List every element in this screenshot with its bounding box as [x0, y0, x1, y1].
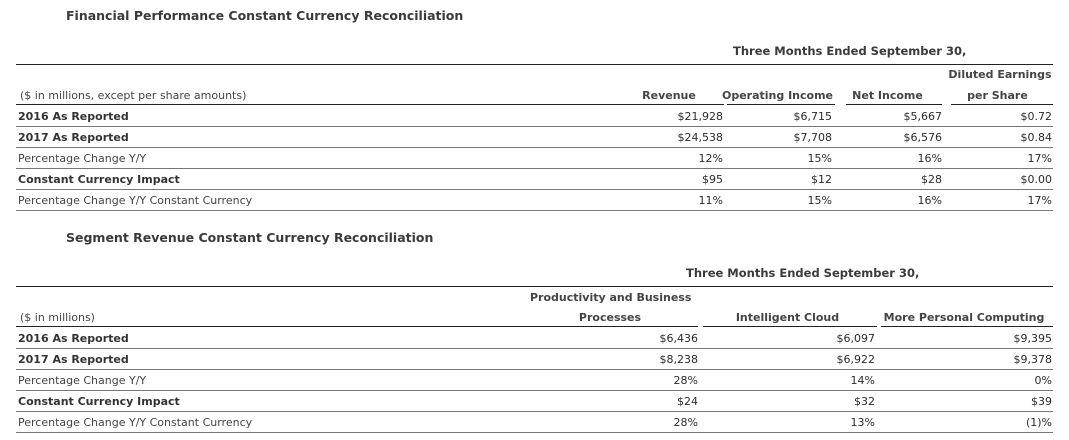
segment-cell: 0% — [1034, 374, 1052, 387]
segment-cell: 13% — [850, 416, 875, 429]
segment-table-title: Segment Revenue Constant Currency Reconc… — [66, 230, 434, 245]
row-divider — [16, 126, 1053, 127]
financial-cell: $0.00 — [1020, 173, 1053, 186]
financial-period-header: Three Months Ended September 30, — [733, 44, 967, 58]
segment-cell: $9,395 — [1013, 332, 1053, 345]
segment-cell: $8,238 — [659, 353, 699, 366]
financial-row-label: Percentage Change Y/Y Constant Currency — [18, 194, 253, 207]
segment-cell: $6,436 — [659, 332, 699, 345]
financial-cell: $5,667 — [903, 110, 943, 123]
segment-cell: $9,378 — [1013, 353, 1053, 366]
financial-row-label: 2017 As Reported — [18, 131, 129, 144]
segment-row-label: Constant Currency Impact — [18, 395, 180, 408]
financial-cell: 16% — [917, 194, 942, 207]
financial-cell: $6,576 — [903, 131, 943, 144]
segment-col-intelligent-cloud: Intelligent Cloud — [735, 311, 840, 324]
row-divider — [16, 348, 1053, 349]
segment-col-pbp-line1: Productivity and Business — [530, 291, 692, 304]
row-divider — [16, 411, 1053, 412]
segment-cell: 28% — [673, 374, 698, 387]
row-divider — [16, 432, 1053, 433]
financial-cell: 17% — [1027, 152, 1052, 165]
financial-cell: 15% — [807, 152, 832, 165]
financial-cell: $21,928 — [677, 110, 724, 123]
financial-header-rule — [16, 64, 1053, 65]
segment-cell: (1)% — [1025, 416, 1052, 429]
segment-row-label: 2016 As Reported — [18, 332, 129, 345]
row-divider — [16, 369, 1053, 370]
row-divider — [16, 189, 1053, 190]
segment-col-rule-3 — [881, 326, 1053, 327]
segment-cell: $39 — [1031, 395, 1052, 408]
financial-cell: $95 — [702, 173, 723, 186]
segment-cell: $24 — [677, 395, 698, 408]
financial-cell: $7,708 — [793, 131, 833, 144]
segment-row-label: Percentage Change Y/Y — [18, 374, 147, 387]
financial-col-rule-2 — [727, 104, 835, 105]
financial-cell: $0.72 — [1020, 110, 1053, 123]
financial-col-eps-line2: per Share — [967, 89, 1028, 102]
financial-col-revenue: Revenue — [642, 89, 696, 102]
segment-col-rule-2 — [703, 326, 877, 327]
financial-cell: $6,715 — [793, 110, 833, 123]
segment-col-rule-1 — [16, 326, 698, 327]
financial-cell: 15% — [807, 194, 832, 207]
financial-cell: $12 — [811, 173, 832, 186]
segment-col-more-personal-computing: More Personal Computing — [883, 311, 1045, 324]
segment-cell: 14% — [850, 374, 875, 387]
segment-row-label: Percentage Change Y/Y Constant Currency — [18, 416, 253, 429]
segment-cell: $6,922 — [836, 353, 876, 366]
financial-row-label: Constant Currency Impact — [18, 173, 180, 186]
financial-col-rule-4 — [951, 104, 1053, 105]
financial-cell: $24,538 — [677, 131, 724, 144]
financial-row-label: 2016 As Reported — [18, 110, 129, 123]
financial-col-rule-3 — [846, 104, 942, 105]
segment-row-label: 2017 As Reported — [18, 353, 129, 366]
financial-table-title: Financial Performance Constant Currency … — [66, 8, 464, 23]
segment-period-header: Three Months Ended September 30, — [686, 266, 920, 280]
financial-row-label: Percentage Change Y/Y — [18, 152, 147, 165]
row-divider — [16, 168, 1053, 169]
row-divider — [16, 147, 1053, 148]
financial-cell: 17% — [1027, 194, 1052, 207]
segment-cell: $32 — [854, 395, 875, 408]
segment-cell: 28% — [673, 416, 698, 429]
financial-cell: 16% — [917, 152, 942, 165]
financial-col-rule-1 — [16, 104, 724, 105]
financial-col-operating-income: Operating Income — [721, 89, 834, 102]
financial-cell: 11% — [698, 194, 723, 207]
financial-units-label: ($ in millions, except per share amounts… — [20, 89, 247, 102]
row-divider — [16, 390, 1053, 391]
segment-units-label: ($ in millions) — [20, 311, 95, 324]
segment-cell: $6,097 — [836, 332, 876, 345]
segment-header-rule — [16, 286, 1053, 287]
financial-col-eps-line1: Diluted Earnings — [948, 68, 1052, 81]
financial-cell: $28 — [921, 173, 942, 186]
financial-cell: $0.84 — [1020, 131, 1053, 144]
financial-col-net-income: Net Income — [852, 89, 923, 102]
row-divider — [16, 210, 1053, 211]
financial-cell: 12% — [698, 152, 723, 165]
segment-col-pbp-line2: Processes — [578, 311, 642, 324]
